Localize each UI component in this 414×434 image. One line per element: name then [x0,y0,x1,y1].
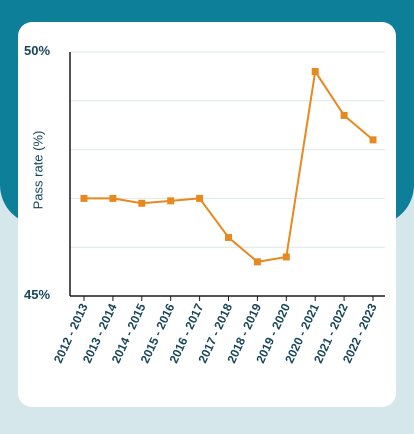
data-point [167,197,175,205]
data-point [253,258,261,266]
data-point [340,111,348,119]
data-point [282,253,290,261]
y-tick-max: 50% [24,43,51,58]
data-point [369,136,377,144]
data-point [138,199,146,207]
chart-card [18,22,396,407]
data-point [80,194,88,202]
series-line [84,68,374,263]
data-point [196,194,204,202]
data-point [109,194,117,202]
data-point [311,68,319,76]
data-point [225,233,232,241]
y-tick-min: 45% [24,287,51,302]
